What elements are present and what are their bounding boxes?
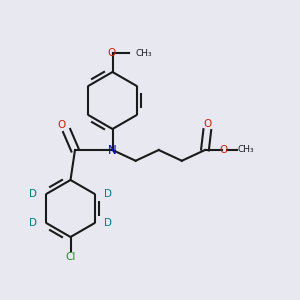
Text: D: D bbox=[29, 189, 37, 199]
Text: D: D bbox=[104, 189, 112, 199]
Text: O: O bbox=[107, 48, 116, 59]
Text: CH₃: CH₃ bbox=[136, 49, 152, 58]
Text: O: O bbox=[57, 120, 65, 130]
Text: D: D bbox=[104, 218, 112, 228]
Text: O: O bbox=[219, 145, 228, 155]
Text: D: D bbox=[29, 218, 37, 228]
Text: N: N bbox=[108, 143, 117, 157]
Text: CH₃: CH₃ bbox=[237, 146, 254, 154]
Text: O: O bbox=[203, 118, 212, 129]
Text: Cl: Cl bbox=[65, 252, 76, 262]
